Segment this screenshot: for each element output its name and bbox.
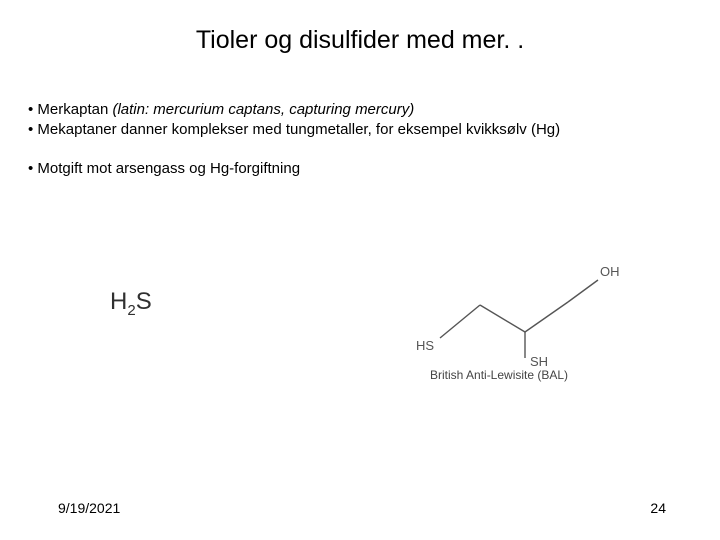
spacer xyxy=(28,141,700,159)
bal-bonds xyxy=(440,280,598,358)
h2s-s: S xyxy=(136,288,152,315)
bal-svg: OH HS SH xyxy=(400,250,630,370)
list-item: • Merkaptan (latin: mercurium captans, c… xyxy=(28,100,700,120)
bullet-text: Motgift mot arsengass og Hg-forgiftning xyxy=(37,160,300,177)
list-item: • Mekaptaner danner komplekser med tungm… xyxy=(28,120,700,140)
label-sh: SH xyxy=(530,354,548,369)
bullet-lead: Merkaptan xyxy=(37,101,108,118)
bal-labels: OH HS SH xyxy=(416,264,620,369)
bal-caption: British Anti-Lewisite (BAL) xyxy=(430,368,568,382)
page-title: Tioler og disulfider med mer. . xyxy=(0,26,720,55)
footer-page-number: 24 xyxy=(650,500,666,516)
footer-date: 9/19/2021 xyxy=(58,500,120,516)
bullet-tail: (latin: mercurium captans, capturing mer… xyxy=(108,101,414,118)
bullet-text: Mekaptaner danner komplekser med tungmet… xyxy=(37,121,560,138)
h2s-h: H xyxy=(110,288,127,315)
slide: Tioler og disulfider med mer. . • Merkap… xyxy=(0,0,720,540)
bullet-symbol: • xyxy=(28,101,37,118)
label-oh: OH xyxy=(600,264,620,279)
list-item: • Motgift mot arsengass og Hg-forgiftnin… xyxy=(28,159,700,179)
bullet-list: • Merkaptan (latin: mercurium captans, c… xyxy=(28,100,700,179)
h2s-formula: H2S xyxy=(110,288,152,319)
h2s-2: 2 xyxy=(127,302,135,319)
bullet-symbol: • xyxy=(28,121,37,138)
label-hs: HS xyxy=(416,338,434,353)
bullet-symbol: • xyxy=(28,160,37,177)
